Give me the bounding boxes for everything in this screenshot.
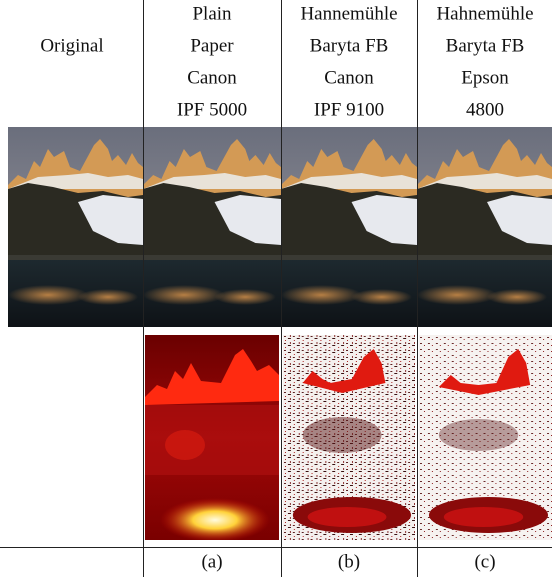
original-photo: [8, 127, 143, 327]
column-header: Original: [40, 35, 103, 56]
column-header: 4800: [466, 99, 504, 120]
column-header: Hannemühle: [300, 3, 397, 24]
column-header: IPF 9100: [314, 99, 384, 120]
subfigure-caption: (b): [338, 551, 360, 572]
column-header: Canon: [187, 67, 237, 88]
print-photo-c: [417, 127, 552, 327]
error-map-c: [419, 335, 552, 540]
column-header: Baryta FB: [446, 35, 525, 56]
column-header: Epson: [461, 67, 509, 88]
print-photo-a: [143, 127, 281, 327]
column-header: Baryta FB: [310, 35, 389, 56]
subfigure-caption: (c): [474, 551, 495, 572]
print-photo-b: [281, 127, 417, 327]
error-map-b: [283, 335, 415, 540]
column-header: Paper: [190, 35, 234, 56]
column-header: Plain: [192, 3, 232, 24]
subfigure-caption: (a): [201, 551, 222, 572]
column-header: IPF 5000: [177, 99, 247, 120]
column-header: Canon: [324, 67, 374, 88]
error-map-a: [145, 335, 279, 542]
figure: Original Plain Paper Canon IPF 5000 Hannemühl…: [0, 0, 552, 577]
column-header: Hahnemühle: [436, 3, 533, 24]
